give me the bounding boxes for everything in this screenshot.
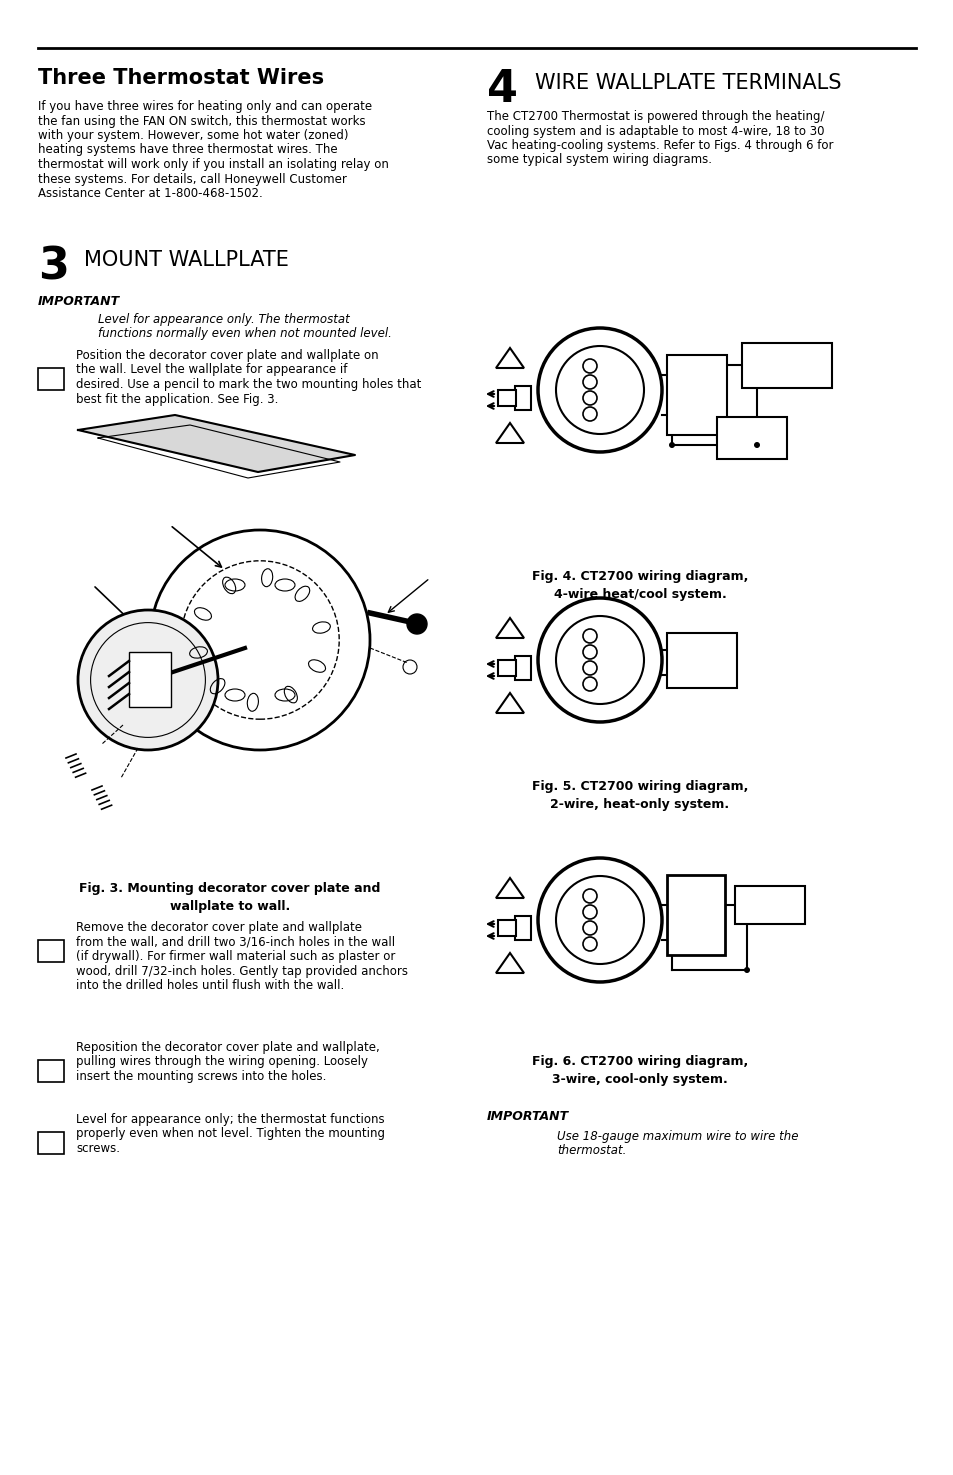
Bar (717, 417, 786, 459)
Circle shape (407, 614, 427, 634)
Bar (734, 886, 804, 923)
Text: Reposition the decorator cover plate and wallplate,: Reposition the decorator cover plate and… (76, 1041, 379, 1055)
Text: pulling wires through the wiring opening. Loosely: pulling wires through the wiring opening… (76, 1056, 368, 1068)
Text: thermostat.: thermostat. (557, 1145, 626, 1158)
Text: wood, drill 7/32-inch holes. Gently tap provided anchors: wood, drill 7/32-inch holes. Gently tap … (76, 965, 408, 978)
Circle shape (556, 617, 643, 704)
Text: Fig. 4. CT2700 wiring diagram,
4-wire heat/cool system.: Fig. 4. CT2700 wiring diagram, 4-wire he… (531, 569, 747, 600)
Circle shape (668, 442, 675, 448)
Text: Use 18-gauge maximum wire to wire the: Use 18-gauge maximum wire to wire the (557, 1130, 798, 1143)
Bar (38, 940, 64, 962)
Circle shape (753, 442, 760, 448)
Text: into the drilled holes until flush with the wall.: into the drilled holes until flush with … (76, 979, 344, 993)
Bar (38, 367, 64, 389)
Text: Fig. 3. Mounting decorator cover plate and
wallplate to wall.: Fig. 3. Mounting decorator cover plate a… (79, 882, 380, 913)
Bar (515, 656, 531, 680)
Text: 4: 4 (486, 68, 517, 111)
Circle shape (537, 327, 661, 451)
Text: Fig. 6. CT2700 wiring diagram,
3-wire, cool-only system.: Fig. 6. CT2700 wiring diagram, 3-wire, c… (532, 1055, 747, 1086)
Text: heating systems have three thermostat wires. The: heating systems have three thermostat wi… (38, 143, 337, 156)
Text: screws.: screws. (76, 1142, 120, 1155)
Text: Assistance Center at 1-800-468-1502.: Assistance Center at 1-800-468-1502. (38, 187, 262, 201)
Text: Three Thermostat Wires: Three Thermostat Wires (38, 68, 324, 88)
Text: MOUNT WALLPLATE: MOUNT WALLPLATE (84, 249, 289, 270)
Text: The CT2700 Thermostat is powered through the heating/: The CT2700 Thermostat is powered through… (486, 111, 823, 122)
Text: Level for appearance only. The thermostat: Level for appearance only. The thermosta… (98, 313, 350, 326)
Text: Position the decorator cover plate and wallplate on: Position the decorator cover plate and w… (76, 350, 378, 361)
Text: best fit the application. See Fig. 3.: best fit the application. See Fig. 3. (76, 392, 278, 406)
Bar (666, 355, 726, 435)
Circle shape (78, 611, 218, 749)
Bar (515, 386, 531, 410)
Text: IMPORTANT: IMPORTANT (38, 295, 120, 308)
Text: 3: 3 (38, 245, 69, 288)
Text: the fan using the FAN ON switch, this thermostat works: the fan using the FAN ON switch, this th… (38, 115, 365, 127)
Bar (129, 652, 171, 707)
Circle shape (556, 347, 643, 434)
Circle shape (537, 858, 661, 982)
Text: with your system. However, some hot water (zoned): with your system. However, some hot wate… (38, 128, 348, 142)
Bar (666, 633, 737, 687)
Bar (741, 342, 831, 388)
Text: IMPORTANT: IMPORTANT (486, 1111, 569, 1122)
Text: Level for appearance only; the thermostat functions: Level for appearance only; the thermosta… (76, 1114, 384, 1125)
Polygon shape (78, 414, 355, 472)
Text: properly even when not level. Tighten the mounting: properly even when not level. Tighten th… (76, 1127, 385, 1140)
Text: desired. Use a pencil to mark the two mounting holes that: desired. Use a pencil to mark the two mo… (76, 378, 421, 391)
Bar (497, 389, 516, 406)
Text: Remove the decorator cover plate and wallplate: Remove the decorator cover plate and wal… (76, 920, 361, 934)
Text: functions normally even when not mounted level.: functions normally even when not mounted… (98, 327, 392, 341)
Text: If you have three wires for heating only and can operate: If you have three wires for heating only… (38, 100, 372, 114)
Circle shape (556, 876, 643, 965)
Text: Fig. 5. CT2700 wiring diagram,
2-wire, heat-only system.: Fig. 5. CT2700 wiring diagram, 2-wire, h… (531, 780, 747, 811)
Text: cooling system and is adaptable to most 4-wire, 18 to 30: cooling system and is adaptable to most … (486, 124, 823, 137)
Text: insert the mounting screws into the holes.: insert the mounting screws into the hole… (76, 1069, 326, 1083)
Bar (497, 920, 516, 937)
Bar (515, 916, 531, 940)
Bar (497, 659, 516, 676)
Bar (38, 1131, 64, 1153)
Text: (if drywall). For firmer wall material such as plaster or: (if drywall). For firmer wall material s… (76, 950, 395, 963)
Text: the wall. Level the wallplate for appearance if: the wall. Level the wallplate for appear… (76, 363, 347, 376)
Circle shape (537, 597, 661, 721)
Text: these systems. For details, call Honeywell Customer: these systems. For details, call Honeywe… (38, 173, 347, 186)
Text: some typical system wiring diagrams.: some typical system wiring diagrams. (486, 153, 711, 167)
Text: WIRE WALLPLATE TERMINALS: WIRE WALLPLATE TERMINALS (535, 72, 841, 93)
Bar (38, 1061, 64, 1083)
Text: from the wall, and drill two 3/16-inch holes in the wall: from the wall, and drill two 3/16-inch h… (76, 935, 395, 948)
Bar (666, 875, 724, 954)
Circle shape (743, 968, 749, 974)
Text: Vac heating-cooling systems. Refer to Figs. 4 through 6 for: Vac heating-cooling systems. Refer to Fi… (486, 139, 833, 152)
Text: thermostat will work only if you install an isolating relay on: thermostat will work only if you install… (38, 158, 389, 171)
